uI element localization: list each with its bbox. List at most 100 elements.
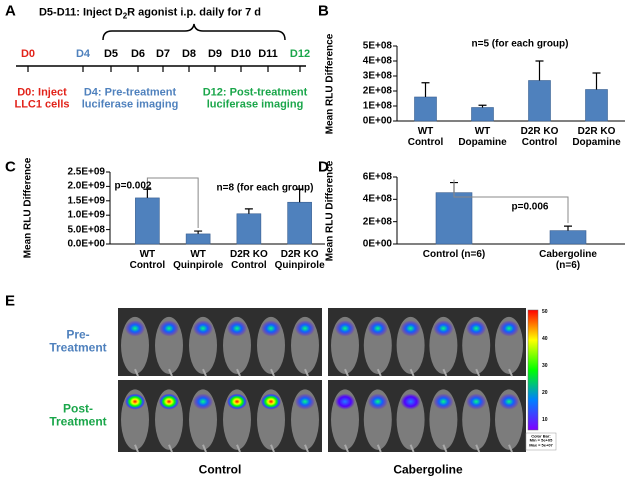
signal (193, 320, 213, 337)
signal (125, 393, 145, 410)
colorbar-tick: 40 (542, 336, 548, 343)
x-tick-label: D2R KO Control (520, 126, 559, 149)
signal (261, 393, 281, 410)
y-tick-label: 1.0E+09 (67, 209, 105, 221)
row-label: Post- Treatment (49, 401, 107, 429)
annotation: p=0.002 (114, 180, 152, 192)
bar (471, 107, 494, 122)
x-tick-label: Control (n=6) (422, 249, 486, 260)
y-tick-label: 2E+08 (362, 216, 392, 228)
signal (295, 393, 315, 410)
signal (335, 393, 355, 410)
error-bar (244, 208, 253, 214)
colorbar-tick: 50 (542, 309, 548, 316)
day-label: D7 (155, 47, 171, 60)
timeline-note: D4: Pre-treatment luciferase imaging (81, 86, 179, 111)
annotation: n=8 (for each group) (216, 182, 314, 194)
signal (400, 393, 421, 410)
error-bar (564, 225, 572, 231)
mouse-tail (304, 444, 309, 453)
mouse-tail (270, 368, 275, 377)
panel-letter: A (5, 2, 16, 20)
column-label: Cabergoline (393, 462, 463, 477)
bar (287, 201, 312, 245)
signal (433, 393, 454, 410)
mouse-tail (168, 444, 173, 453)
y-tick-label: 3E+08 (362, 70, 392, 82)
y-axis-label: Mean RLU Difference (22, 157, 34, 259)
y-tick-label: 2.5E+09 (67, 166, 105, 178)
mouse-tail (508, 368, 513, 377)
mouse-tail (376, 444, 382, 453)
colorbar-tick: 30 (542, 363, 548, 370)
y-tick-label: 1E+08 (362, 100, 392, 112)
mouse-tail (236, 444, 241, 453)
x-tick-label: WT Control (129, 249, 166, 272)
brace (102, 23, 286, 41)
bar (435, 192, 473, 245)
mouse-tail (508, 444, 513, 453)
image-background (328, 308, 526, 376)
error-bar (535, 60, 544, 81)
day-label: D12 (289, 47, 311, 60)
signal (159, 393, 179, 410)
image-background (118, 308, 322, 376)
day-label: D11 (258, 47, 278, 60)
y-tick-label: 2.0E+09 (67, 180, 105, 192)
colorbar-note: Color Bar: Min = 5e+05 Max = 5e+07 (529, 433, 553, 448)
day-label: D6 (130, 47, 146, 60)
mouse-tail (304, 368, 309, 377)
y-axis-label: Mean RLU Difference (324, 160, 336, 261)
signal (125, 320, 145, 337)
column-label: Control (198, 462, 242, 477)
bar (585, 89, 608, 122)
colorbar (527, 309, 539, 431)
mouse-tail (202, 444, 207, 453)
bar (549, 230, 587, 245)
mouse-tail (409, 444, 415, 453)
signal (335, 320, 355, 337)
signal (295, 320, 315, 337)
mouse-tail (236, 368, 241, 377)
bar (135, 197, 160, 245)
x-tick-label: WT Control (407, 126, 444, 149)
day-label: D0 (20, 47, 36, 60)
mouse-tail (344, 444, 349, 453)
annotation: p=0.006 (511, 201, 549, 213)
colorbar-note-box (525, 432, 557, 451)
y-tick-label: 5E+08 (362, 40, 392, 52)
day-label: D8 (181, 47, 197, 60)
y-tick-label: 0.0E+00 (67, 238, 105, 250)
y-tick-label: 6E+08 (362, 171, 392, 183)
x-tick-label: D2R KO Control (229, 249, 268, 272)
x-tick-label: D2R KO Dopamine (572, 126, 621, 149)
signal (466, 320, 487, 337)
error-bar (143, 188, 152, 198)
y-tick-label: 1.5E+09 (67, 195, 105, 207)
colorbar-tick: 10 (542, 417, 548, 424)
signal (367, 320, 388, 337)
y-tick-label: 2E+08 (362, 85, 392, 97)
mouse-tail (442, 368, 448, 377)
signal (499, 320, 519, 337)
timeline-title: D5-D11: Inject D2R agonist i.p. daily fo… (39, 6, 261, 21)
signal (400, 320, 421, 337)
error-bar (295, 188, 304, 203)
signal (261, 320, 281, 337)
error-bar (478, 104, 487, 108)
timeline-note: D12: Post-treatment luciferase imaging (202, 86, 308, 111)
error-bar (194, 230, 203, 234)
signal (193, 393, 213, 410)
panel-letter: B (318, 2, 329, 20)
image-background (118, 380, 322, 452)
x-tick-label: Cabergoline (n=6) (539, 249, 597, 272)
signal (499, 393, 519, 410)
mouse-tail (134, 368, 139, 377)
signal (367, 393, 388, 410)
significance-bracket (146, 177, 199, 229)
y-tick-label: 0E+00 (362, 238, 392, 250)
y-tick-label: 4E+08 (362, 193, 392, 205)
colorbar-tick: 20 (542, 390, 548, 397)
